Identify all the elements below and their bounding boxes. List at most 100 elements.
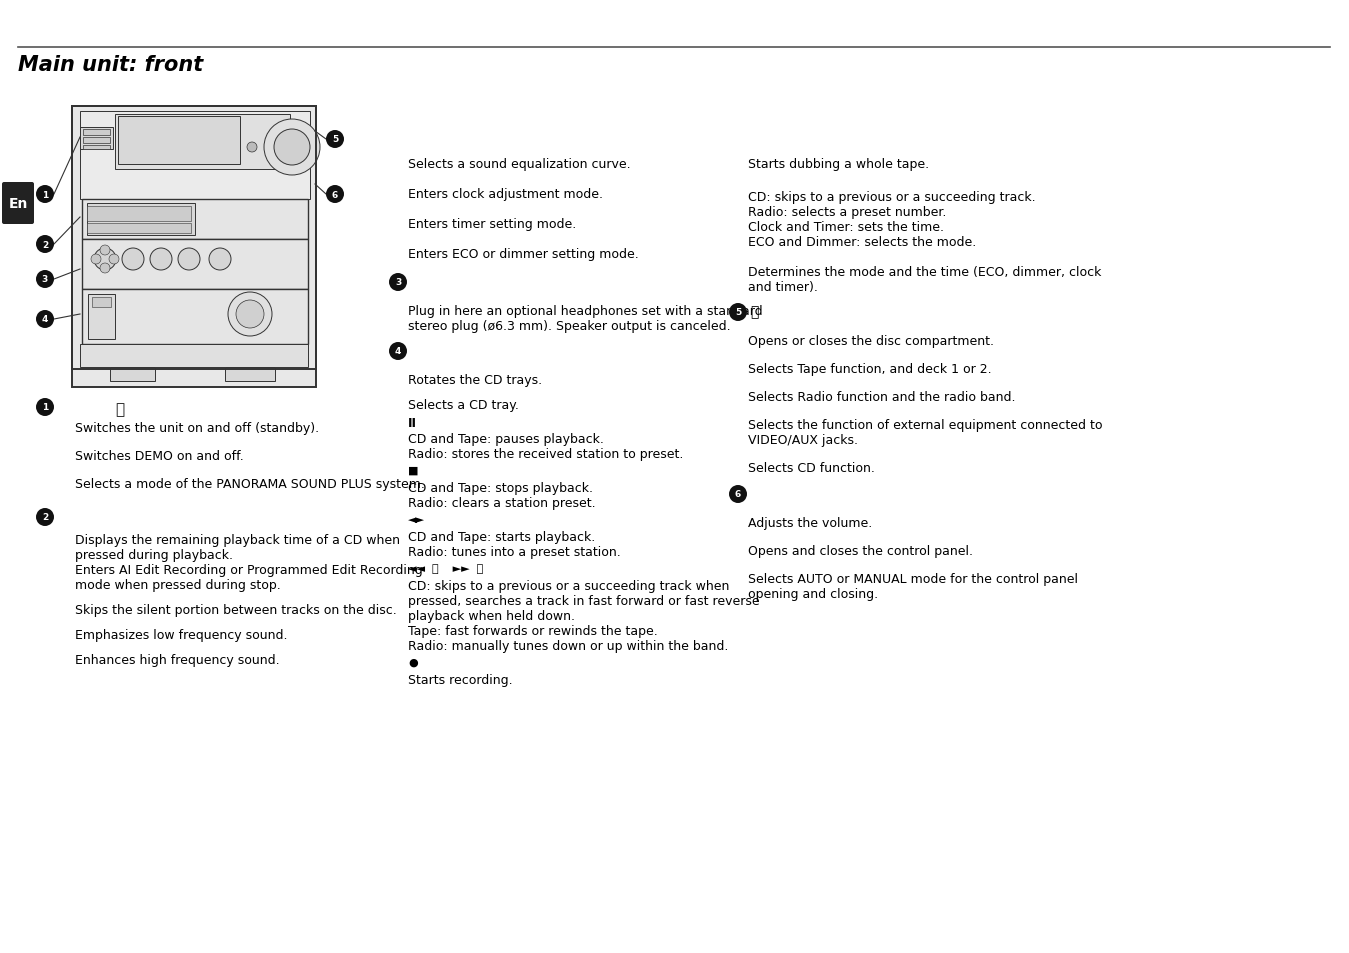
Text: Selects CD function.: Selects CD function. [747,461,876,475]
Text: 4: 4 [395,347,401,356]
Text: Selects a mode of the PANORAMA SOUND PLUS system.: Selects a mode of the PANORAMA SOUND PLU… [76,477,425,491]
Text: Radio: clears a station preset.: Radio: clears a station preset. [407,497,596,510]
Text: Selects Radio function and the radio band.: Selects Radio function and the radio ban… [747,391,1016,403]
Text: ⏻: ⏻ [115,401,124,416]
Text: CD and Tape: pauses playback.: CD and Tape: pauses playback. [407,433,604,446]
Bar [82,200,308,240]
Circle shape [209,249,231,271]
Text: 5: 5 [735,308,741,317]
Text: Starts dubbing a whole tape.: Starts dubbing a whole tape. [747,158,929,171]
Circle shape [326,186,344,204]
Text: opening and closing.: opening and closing. [747,587,878,600]
Circle shape [109,254,119,265]
Text: Selects the function of external equipment connected to: Selects the function of external equipme… [747,418,1102,432]
Text: Radio: stores the received station to preset.: Radio: stores the received station to pr… [407,448,684,460]
Bar [84,138,111,144]
Circle shape [728,304,747,322]
Text: 1: 1 [42,191,49,199]
Text: Determines the mode and the time (ECO, dimmer, clock: Determines the mode and the time (ECO, d… [747,266,1101,278]
Text: Plug in here an optional headphones set with a standard: Plug in here an optional headphones set … [407,305,762,317]
Text: 6: 6 [332,191,339,199]
Bar [71,107,316,370]
Bar [80,128,113,150]
Bar [86,207,192,222]
Text: CD: skips to a previous or a succeeding track when: CD: skips to a previous or a succeeding … [407,579,730,593]
Circle shape [121,249,144,271]
Text: Opens or closes the disc compartment.: Opens or closes the disc compartment. [747,335,994,348]
Text: pressed during playback.: pressed during playback. [76,548,233,561]
Text: Skips the silent portion between tracks on the disc.: Skips the silent portion between tracks … [76,603,397,617]
Text: 3: 3 [42,275,49,284]
Bar [82,290,308,345]
Text: Enhances high frequency sound.: Enhances high frequency sound. [76,654,279,666]
Text: CD and Tape: stops playback.: CD and Tape: stops playback. [407,481,594,495]
Text: 2: 2 [42,513,49,522]
Text: Clock and Timer: sets the time.: Clock and Timer: sets the time. [747,221,944,233]
Circle shape [36,186,54,204]
Circle shape [150,249,173,271]
Text: Adjusts the volume.: Adjusts the volume. [747,517,873,530]
Text: Radio: selects a preset number.: Radio: selects a preset number. [747,206,947,219]
Text: ■: ■ [407,465,418,476]
Text: ◄►: ◄► [407,515,425,524]
Text: 5: 5 [332,135,339,144]
Circle shape [228,293,272,336]
Bar [117,117,240,165]
Text: Tape: fast forwards or rewinds the tape.: Tape: fast forwards or rewinds the tape. [407,624,658,638]
Text: Emphasizes low frequency sound.: Emphasizes low frequency sound. [76,628,287,641]
Text: 4: 4 [42,315,49,324]
Text: CD and Tape: starts playback.: CD and Tape: starts playback. [407,531,595,543]
Text: mode when pressed during stop.: mode when pressed during stop. [76,578,281,592]
Text: Opens and closes the control panel.: Opens and closes the control panel. [747,544,973,558]
Bar [80,345,308,368]
Text: ECO and Dimmer: selects the mode.: ECO and Dimmer: selects the mode. [747,235,977,249]
Text: Radio: manually tunes down or up within the band.: Radio: manually tunes down or up within … [407,639,728,652]
Text: Enters clock adjustment mode.: Enters clock adjustment mode. [407,188,603,201]
Bar [84,130,111,136]
Bar [111,368,155,381]
Text: 1: 1 [42,403,49,412]
Bar [71,107,316,388]
Text: 3: 3 [395,278,401,287]
Bar [84,146,111,150]
Text: Starts recording.: Starts recording. [407,673,513,686]
Circle shape [274,130,310,166]
Text: Rotates the CD trays.: Rotates the CD trays. [407,374,542,387]
Bar [225,368,275,381]
Circle shape [326,131,344,149]
Bar [86,224,192,233]
Text: Enters AI Edit Recording or Programmed Edit Recording: Enters AI Edit Recording or Programmed E… [76,563,422,577]
Text: Switches the unit on and off (standby).: Switches the unit on and off (standby). [76,421,320,435]
Text: Selects AUTO or MANUAL mode for the control panel: Selects AUTO or MANUAL mode for the cont… [747,573,1078,585]
Circle shape [728,485,747,503]
Circle shape [90,254,101,265]
Text: II: II [407,416,417,430]
Bar [86,204,196,235]
FancyBboxPatch shape [1,183,34,225]
Text: and timer).: and timer). [747,281,817,294]
Circle shape [178,249,200,271]
Circle shape [247,143,258,152]
Text: Selects a sound equalization curve.: Selects a sound equalization curve. [407,158,630,171]
Circle shape [100,264,111,274]
Text: Displays the remaining playback time of a CD when: Displays the remaining playback time of … [76,534,401,546]
Circle shape [264,120,320,175]
Text: playback when held down.: playback when held down. [407,609,575,622]
Text: ●: ● [407,658,418,667]
Text: 2: 2 [42,240,49,250]
Bar [88,294,115,339]
Circle shape [100,246,111,255]
Text: VIDEO/AUX jacks.: VIDEO/AUX jacks. [747,434,858,447]
Text: Enters ECO or dimmer setting mode.: Enters ECO or dimmer setting mode. [407,248,638,261]
Text: Selects a CD tray.: Selects a CD tray. [407,398,519,412]
Text: Enters timer setting mode.: Enters timer setting mode. [407,218,576,231]
Circle shape [236,301,264,329]
Circle shape [389,343,407,360]
Text: Main unit: front: Main unit: front [18,55,204,75]
Text: En: En [8,196,28,211]
Circle shape [94,249,116,271]
Text: CD: skips to a previous or a succeeding track.: CD: skips to a previous or a succeeding … [747,191,1036,204]
Bar [92,297,111,308]
Bar [82,240,308,290]
Text: Switches DEMO on and off.: Switches DEMO on and off. [76,450,244,462]
